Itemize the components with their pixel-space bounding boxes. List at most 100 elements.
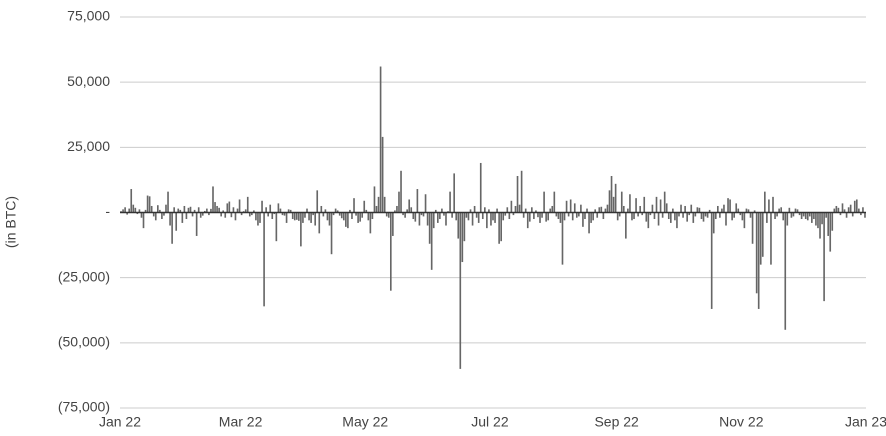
bar — [220, 212, 222, 217]
bar — [379, 66, 382, 213]
bar — [367, 212, 370, 221]
bar — [197, 207, 200, 213]
bar — [637, 212, 639, 217]
bar — [790, 212, 793, 218]
bar — [443, 212, 445, 216]
bar — [508, 212, 511, 220]
bar — [302, 212, 304, 223]
bar — [770, 212, 772, 265]
bar — [731, 212, 733, 221]
bar — [204, 210, 206, 213]
bar — [837, 207, 840, 213]
bar — [412, 212, 415, 220]
bar — [304, 212, 306, 218]
bar — [255, 212, 257, 221]
bar — [420, 212, 423, 216]
bar — [739, 212, 742, 216]
bar — [559, 212, 562, 223]
bar — [326, 212, 329, 221]
x-tick-label: Jan 23 — [845, 414, 886, 430]
bar — [330, 212, 333, 255]
bar — [772, 196, 774, 213]
bar — [240, 212, 243, 216]
bar — [295, 212, 298, 220]
bar — [684, 205, 686, 213]
bar — [324, 209, 327, 213]
bar — [649, 212, 652, 216]
bar — [847, 207, 850, 213]
bar — [627, 208, 629, 213]
y-axis-label: (in BTC) — [3, 196, 19, 248]
bar — [265, 207, 267, 213]
bar — [639, 205, 641, 213]
bar — [612, 196, 615, 213]
y-tick-label: (75,000) — [58, 399, 110, 415]
x-tick-label: Sep 22 — [594, 414, 639, 430]
bar — [283, 212, 286, 216]
bar — [434, 209, 437, 213]
bar — [332, 212, 335, 216]
bar — [181, 212, 184, 223]
bar — [347, 212, 349, 229]
bar — [606, 204, 609, 213]
bar — [592, 212, 594, 221]
bar — [154, 212, 157, 221]
bar — [573, 203, 576, 213]
bar — [682, 212, 684, 218]
bar — [547, 212, 550, 221]
bar — [473, 205, 476, 213]
bar — [248, 212, 251, 217]
x-tick-label: Nov 22 — [719, 414, 764, 430]
bar — [484, 207, 486, 213]
bar — [291, 212, 294, 220]
bar — [277, 203, 280, 213]
bar — [146, 195, 149, 213]
bar — [383, 196, 386, 213]
bar — [156, 205, 159, 213]
bar — [490, 212, 492, 226]
bar — [465, 212, 468, 218]
bar — [710, 212, 713, 309]
bar — [667, 212, 670, 220]
bar — [122, 209, 124, 213]
bar — [794, 208, 797, 213]
bar — [185, 212, 188, 220]
bar — [598, 207, 601, 213]
bar — [234, 212, 237, 221]
bar — [522, 212, 525, 218]
bar — [314, 212, 317, 226]
bar — [488, 209, 490, 213]
bar — [520, 170, 523, 213]
bar — [596, 212, 599, 218]
bar — [232, 207, 235, 213]
bar — [389, 212, 392, 291]
bar — [657, 212, 660, 226]
bar — [251, 212, 253, 216]
bar — [293, 212, 296, 221]
bar — [428, 212, 431, 244]
bar — [802, 212, 805, 217]
bar — [275, 212, 278, 242]
bar — [132, 204, 135, 213]
bar — [510, 200, 513, 213]
bar — [555, 212, 558, 217]
bar — [169, 212, 171, 226]
bar — [537, 212, 539, 218]
bar — [729, 199, 731, 213]
bar — [692, 212, 695, 223]
bar — [659, 199, 662, 213]
bar — [674, 212, 676, 221]
bar — [142, 212, 145, 229]
bar — [300, 212, 302, 247]
bar — [651, 204, 654, 213]
bar — [365, 209, 368, 213]
bar — [287, 209, 290, 213]
bar — [631, 212, 633, 221]
bar — [261, 200, 263, 213]
bar — [218, 207, 220, 213]
bar — [549, 208, 552, 213]
bar — [161, 212, 163, 220]
bar — [778, 208, 780, 213]
bar — [457, 212, 460, 239]
y-tick-label: 25,000 — [67, 138, 110, 154]
